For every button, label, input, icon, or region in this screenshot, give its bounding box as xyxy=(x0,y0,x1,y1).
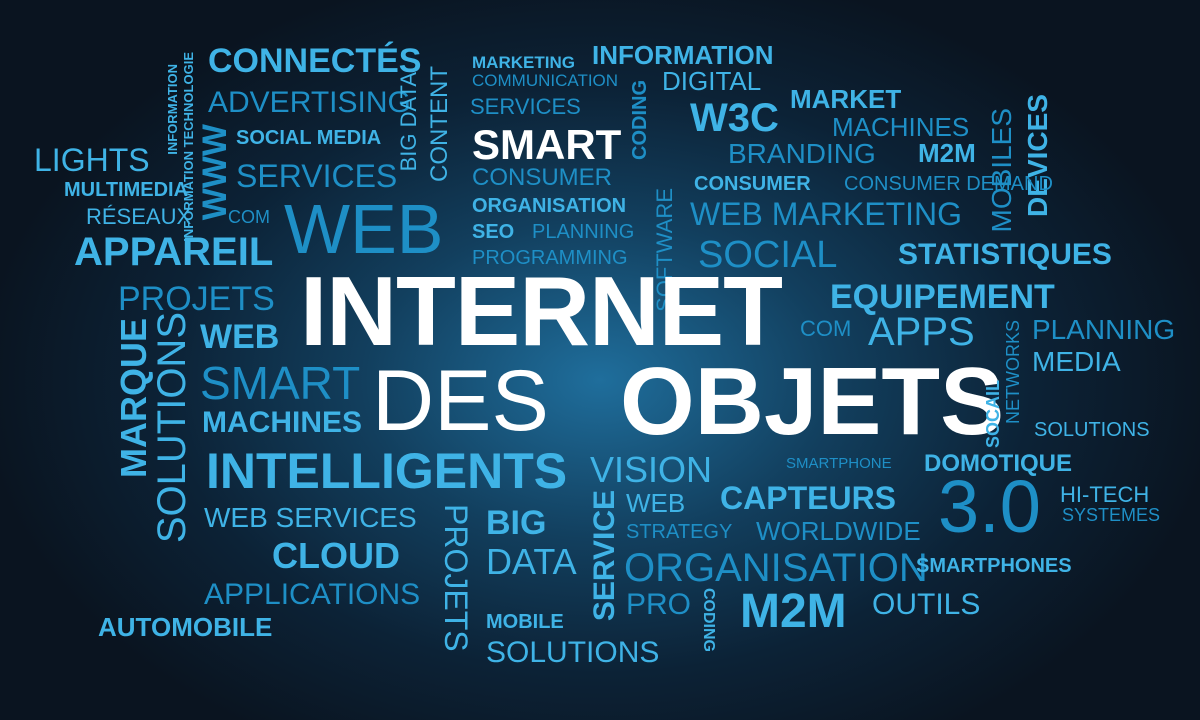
word-demand: CONSUMER DEMAND xyxy=(844,173,1053,195)
word-vision: VISION xyxy=(590,449,713,490)
word-www: WWW xyxy=(196,124,234,221)
word-worldwide: WORLDWIDE xyxy=(756,516,921,546)
word-hi-tech: HI-TECH xyxy=(1060,482,1150,507)
word-connectes: CONNECTÉS xyxy=(208,42,422,80)
word-information-vertical: INFORMATION xyxy=(165,64,180,155)
word-machines-2: MACHINES xyxy=(202,406,363,439)
word-marque-vertical: MARQUE xyxy=(113,318,154,478)
word-consumer-demand-bold: CONSUMER xyxy=(694,173,811,195)
word-statistiques: STATISTIQUES xyxy=(898,238,1112,271)
word-com-1: COM xyxy=(228,207,270,227)
word-planning-1: PLANNING xyxy=(532,221,635,243)
word-projets-1: PROJETS xyxy=(118,280,275,318)
word-applications: APPLICATIONS xyxy=(204,578,421,611)
word-social: SOCIAL xyxy=(698,234,838,276)
word-multimedia: MULTIMEDIA xyxy=(64,179,189,201)
word-programming: PROGRAMMING xyxy=(472,247,628,269)
word-mobiles: MOBILES xyxy=(986,108,1017,233)
word-projets-vertical: PROJETS xyxy=(438,504,474,652)
word-web-marketing: WEB MARKETING xyxy=(690,196,963,232)
word-marketing: MARKETING xyxy=(472,53,575,72)
word-m2m-large: M2M xyxy=(740,585,847,638)
word-social-media: SOCIAL MEDIA xyxy=(236,127,382,149)
word-com-2: COM xyxy=(800,316,852,341)
word-pro: PRO xyxy=(626,588,692,621)
word-communication: COMMUNICATION xyxy=(472,71,619,90)
word-m2m-small: M2M xyxy=(918,138,976,168)
word-capteurs: CAPTEURS xyxy=(720,480,897,516)
word-w3c: W3C xyxy=(690,96,779,140)
word-advertising: ADVERTISING xyxy=(208,86,411,119)
word-big: BIG xyxy=(486,504,547,542)
word-smart-1: SMART xyxy=(472,121,622,168)
word-lights: LIGHTS xyxy=(34,142,150,178)
word-web-2: WEB xyxy=(626,488,686,518)
word-machines-1: MACHINES xyxy=(832,112,970,142)
title-internet: INTERNET xyxy=(300,256,783,366)
word-smartphones: SMARTPHONES xyxy=(916,555,1072,577)
word-reseaux: RÉSEAUX xyxy=(86,204,192,229)
word-organisation-2: ORGANISATION xyxy=(624,546,928,590)
word-equipement: EQUIPEMENT xyxy=(830,278,1055,316)
word-outils: OUTILS xyxy=(872,588,981,621)
title-des: DES xyxy=(372,353,549,449)
word-organisation-1: ORGANISATION xyxy=(472,195,627,217)
word-smartphone: SMARTPHONE xyxy=(786,455,892,472)
word-seo: SEO xyxy=(472,221,515,243)
word-service-vertical: SERVICE xyxy=(588,490,621,622)
word-apps: APPS xyxy=(868,310,975,354)
word-web-large: WEB xyxy=(284,190,444,268)
word-3-0: 3.0 xyxy=(938,465,1041,548)
word-socail-vertical: SOCAIL xyxy=(983,380,1003,449)
word-content-vertical: CONTENT xyxy=(426,66,453,182)
word-coding-vertical: CODING xyxy=(700,588,717,652)
word-solutions-vertical: SOLUTIONS xyxy=(150,312,194,544)
word-strategy: STRATEGY xyxy=(626,521,733,543)
word-information: INFORMATION xyxy=(592,40,774,70)
word-services-1: SERVICES xyxy=(470,94,581,119)
word-digital: DIGITAL xyxy=(662,66,762,96)
word-smart-2: SMART xyxy=(200,357,361,409)
word-consumer: CONSUMER xyxy=(472,164,613,191)
word-services-2: SERVICES xyxy=(236,158,398,194)
word-appareil: APPAREIL xyxy=(74,230,274,274)
word-market: MARKET xyxy=(790,84,902,114)
word-media: MEDIA xyxy=(1032,346,1121,377)
word-solutions-3: SOLUTIONS xyxy=(486,636,660,669)
word-branding: BRANDING xyxy=(728,138,876,169)
word-big-data-vertical: BIG DATA xyxy=(396,72,421,172)
title-objets: OBJETS xyxy=(620,348,1005,455)
word-data: DATA xyxy=(486,541,577,582)
word-web-1: WEB xyxy=(200,318,280,356)
word-web-services: WEB SERVICES xyxy=(204,502,417,533)
word-solutions-2: SOLUTIONS xyxy=(1034,419,1150,441)
word-devices: DEVICES xyxy=(1022,94,1053,217)
word-planning-2: PLANNING xyxy=(1032,314,1176,345)
word-mobile: MOBILE xyxy=(486,611,564,633)
word-automobile: AUTOMOBILE xyxy=(98,612,273,642)
word-domotique: DOMOTIQUE xyxy=(924,450,1072,477)
word-coding-1: CODING xyxy=(629,80,651,160)
word-intelligents: INTELLIGENTS xyxy=(206,443,568,499)
word-systemes: SYSTEMES xyxy=(1062,505,1161,525)
word-networks-vertical: NETWORKS xyxy=(1003,320,1023,425)
word-cloud: CLOUD xyxy=(272,535,400,576)
